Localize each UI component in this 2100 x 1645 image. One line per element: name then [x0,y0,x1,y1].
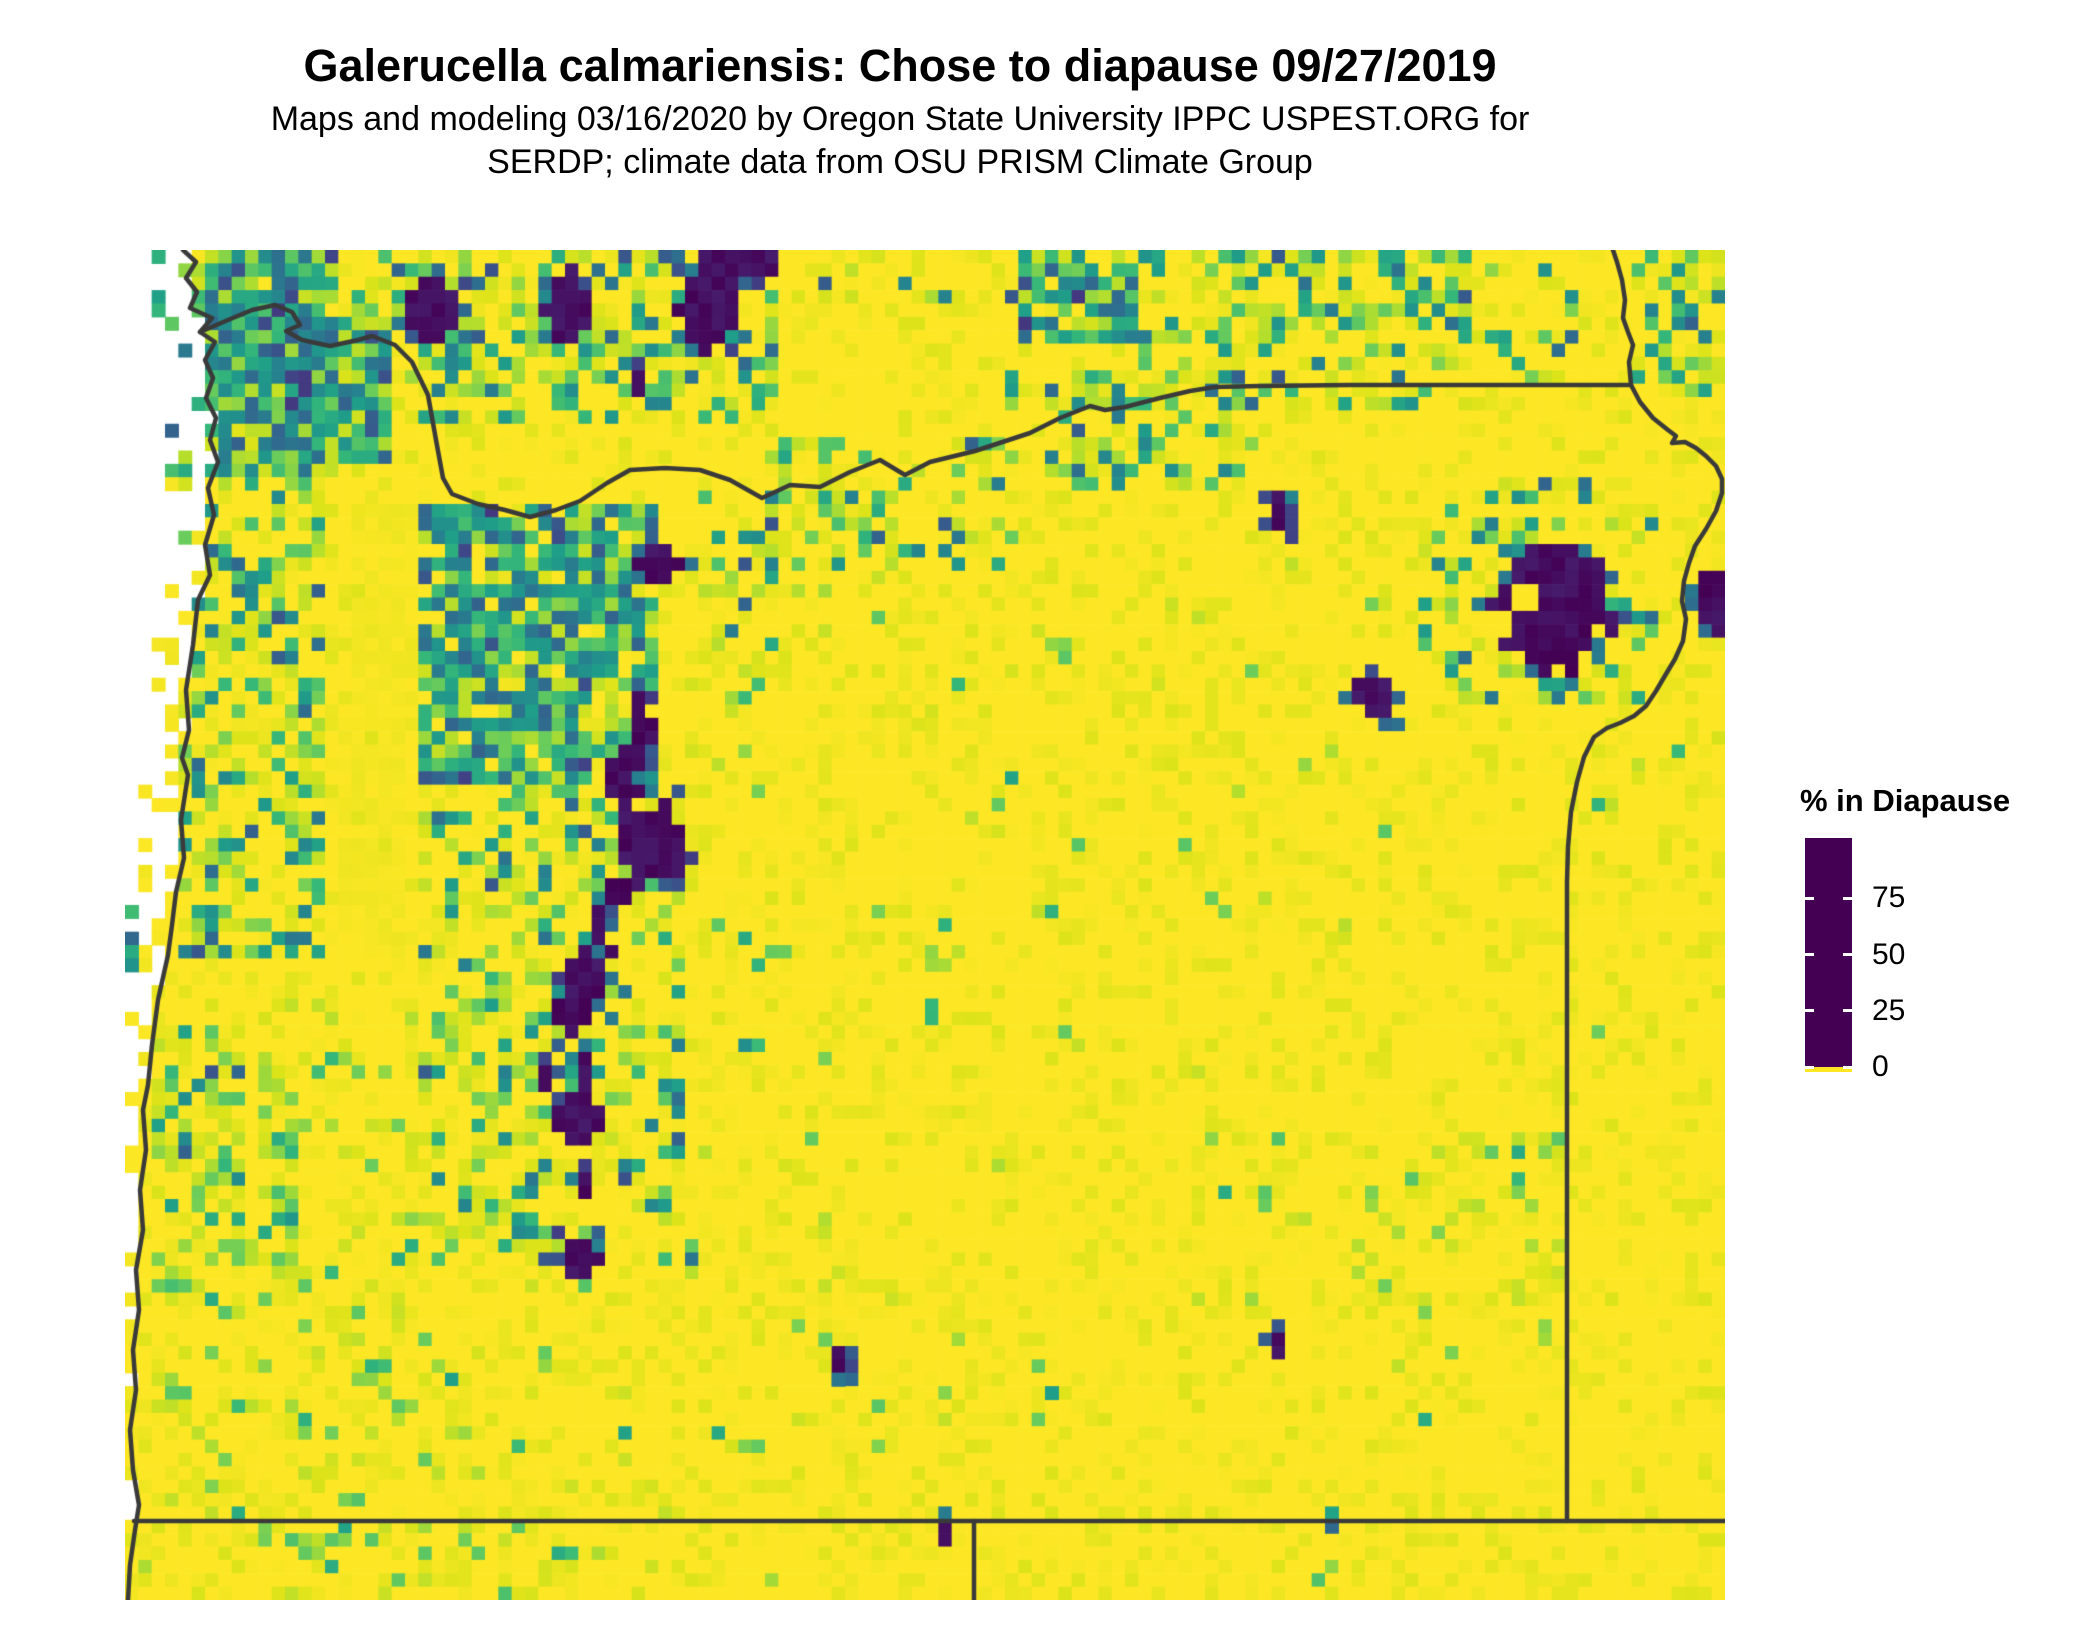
legend-tick-label: 0 [1872,1050,1889,1083]
legend-tick-label: 50 [1872,937,1906,971]
legend-tick-label: 25 [1872,993,1906,1027]
legend-title: % in Diapause [1800,783,2011,818]
legend-tick-mark [1805,1009,1814,1013]
legend-tick-mark [1843,896,1852,900]
legend: % in Diapause 75 50 25 0 [1800,783,2090,1082]
legend-tick-mark [1843,1065,1852,1069]
legend-colorbar-wrap: 75 50 25 0 [1800,838,2040,1082]
figure-title: Galerucella calmariensis: Chose to diapa… [303,40,1497,91]
legend-tick-mark [1805,896,1814,900]
figure-subtitle: Maps and modeling 03/16/2020 by Oregon S… [0,98,1800,184]
legend-tick-mark [1843,1009,1852,1013]
legend-tick-mark [1843,953,1852,956]
diapause-raster-map [125,250,1725,1600]
legend-tick-mark [1805,1065,1814,1069]
legend-tick-mark [1805,953,1814,956]
figure-subtitle-line1: Maps and modeling 03/16/2020 by Oregon S… [270,100,1530,138]
legend-tick-label: 75 [1872,881,1906,915]
figure-subtitle-line2: SERDP; climate data from OSU PRISM Clima… [487,143,1313,181]
